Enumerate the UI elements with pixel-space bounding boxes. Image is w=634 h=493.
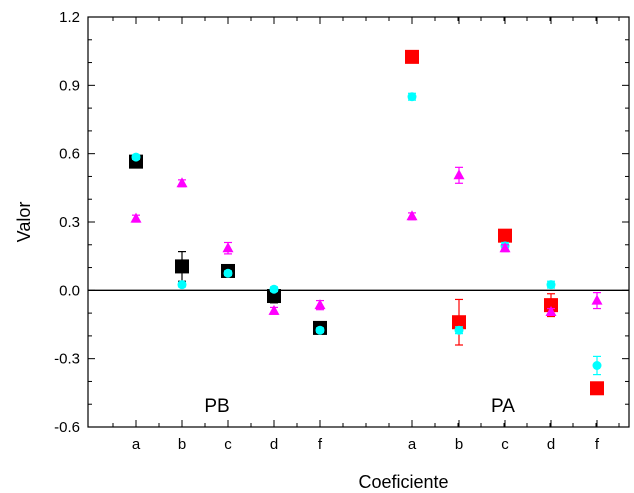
data-point-circle <box>592 361 602 370</box>
data-point-circle <box>454 325 464 335</box>
data-point-triangle <box>222 242 234 253</box>
x-tick-label: f <box>318 436 323 453</box>
y-tick-label: 0.6 <box>59 146 80 163</box>
data-point-triangle <box>268 304 280 315</box>
x-tick-label: c <box>501 436 509 453</box>
data-point-square <box>267 289 281 304</box>
y-tick-label: 0.9 <box>59 77 80 94</box>
y-tick-label: 0.3 <box>59 214 80 231</box>
data-point-triangle <box>130 212 142 223</box>
y-tick-label: -0.3 <box>54 351 80 368</box>
data-point-square <box>175 259 189 274</box>
data-point-triangle <box>176 177 188 188</box>
x-tick-label: c <box>224 436 232 453</box>
x-axis-title: Coeficiente <box>358 472 448 492</box>
data-point-triangle <box>591 294 603 305</box>
data-point-circle <box>131 152 141 162</box>
y-tick-label: 1.2 <box>59 9 80 26</box>
group-label-pa: PA <box>491 396 515 417</box>
data-point-circle <box>546 280 556 290</box>
x-tick-label: f <box>595 436 600 453</box>
data-point-triangle <box>453 169 465 180</box>
data-point-square <box>452 315 466 330</box>
y-tick-label: 0.0 <box>59 282 80 299</box>
y-tick-label: -0.6 <box>54 419 80 436</box>
y-axis-title: Valor <box>14 202 34 243</box>
data-point-triangle <box>499 242 511 253</box>
data-layer <box>129 49 604 396</box>
axes-layer: -0.6 -0.3 0.0 0.3 0.6 0.9 1.2 a b c d f a b c d f <box>54 9 630 453</box>
data-point-circle <box>223 268 233 278</box>
data-point-triangle <box>545 305 557 316</box>
data-point-circle <box>315 325 325 335</box>
x-tick-label: d <box>270 436 278 453</box>
data-point-circle <box>269 284 279 294</box>
data-point-square <box>590 381 604 396</box>
data-point-triangle <box>406 210 418 221</box>
x-tick-label: b <box>178 436 186 453</box>
data-point-square <box>405 49 419 64</box>
x-tick-label: d <box>547 436 555 453</box>
data-point-triangle <box>314 299 326 310</box>
x-tick-label: a <box>408 436 417 453</box>
data-point-circle <box>407 92 417 102</box>
data-point-square <box>498 228 512 243</box>
x-tick-label: b <box>455 436 463 453</box>
plot-frame <box>87 16 630 428</box>
x-tick-label: a <box>132 436 141 453</box>
data-point-circle <box>177 280 187 290</box>
group-label-pb: PB <box>204 396 229 417</box>
labels-layer: Coeficiente Valor PB PA <box>14 202 515 492</box>
